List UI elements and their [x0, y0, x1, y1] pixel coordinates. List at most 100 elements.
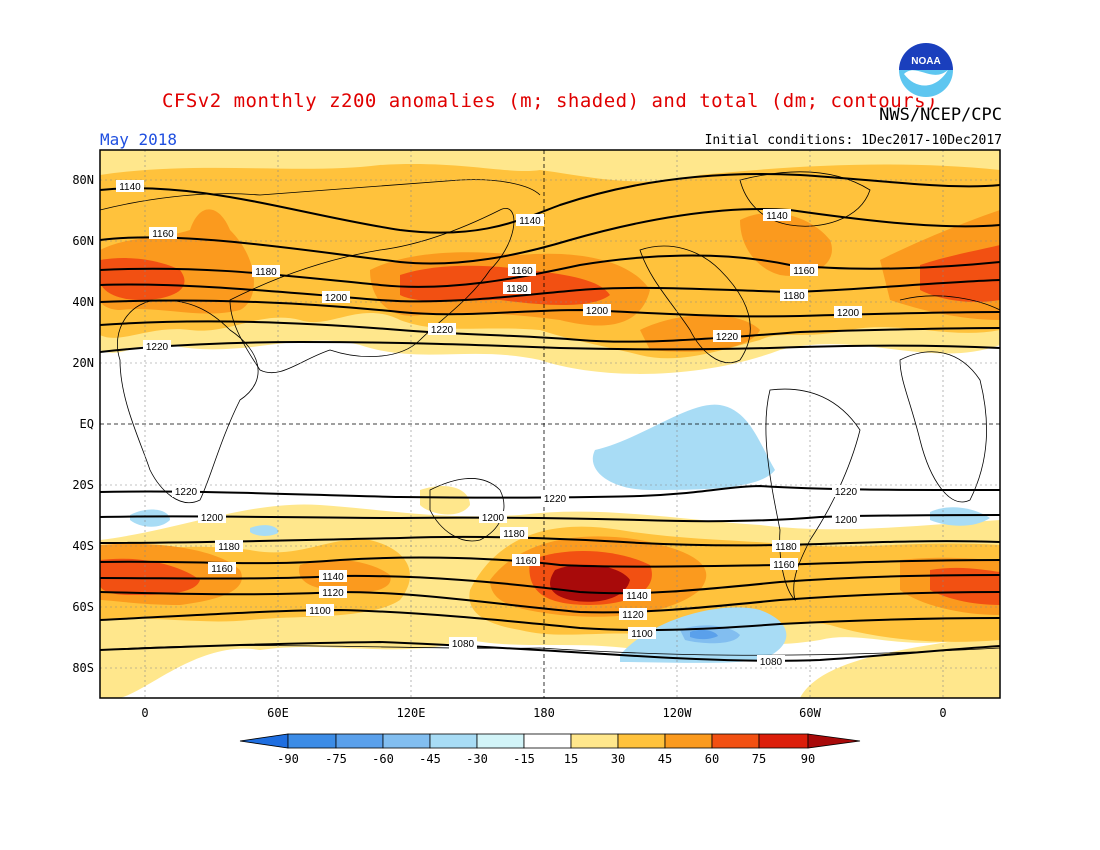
svg-text:1180: 1180 [775, 542, 797, 553]
colorbar-label: 45 [657, 752, 673, 766]
contour-label: 1160 [208, 562, 236, 575]
svg-text:1200: 1200 [482, 513, 505, 524]
contour-label: 1200 [832, 513, 860, 526]
svg-text:1220: 1220 [544, 494, 567, 505]
contour-label: 1160 [512, 554, 540, 567]
lat-label-20s: 20S [72, 478, 94, 492]
svg-text:1160: 1160 [773, 560, 795, 571]
valid-month: May 2018 [100, 130, 178, 149]
colorbar-label: -90 [277, 752, 299, 766]
colorbar-swatch [523, 733, 572, 749]
contour-label: 1220 [428, 323, 456, 336]
contour-label: 1120 [619, 608, 647, 621]
contour-label: 1180 [252, 265, 280, 278]
colorbar-swatch [476, 733, 525, 749]
svg-text:1160: 1160 [515, 556, 537, 567]
svg-text:1180: 1180 [783, 291, 805, 302]
contour-label: 1160 [790, 264, 818, 277]
logo-text: NOAA [911, 56, 940, 67]
svg-text:1220: 1220 [835, 487, 858, 498]
svg-text:1120: 1120 [622, 610, 644, 621]
svg-text:1160: 1160 [152, 229, 174, 240]
colorbar-label: 15 [563, 752, 579, 766]
contour-label: 1180 [215, 540, 243, 553]
lon-label-60w: 60W [799, 706, 821, 720]
svg-text:1140: 1140 [626, 591, 648, 602]
contour-label: 1100 [306, 604, 334, 617]
svg-text:1160: 1160 [211, 564, 233, 575]
lon-label-180: 180 [533, 706, 555, 720]
contour-label: 1140 [623, 589, 651, 602]
lat-label-80n: 80N [72, 173, 94, 187]
contour-label: 1180 [503, 282, 531, 295]
lat-label-80s: 80S [72, 661, 94, 675]
svg-text:1080: 1080 [452, 639, 475, 650]
svg-text:1140: 1140 [519, 216, 541, 227]
contour-label: 1140 [319, 570, 347, 583]
svg-text:1200: 1200 [835, 515, 858, 526]
svg-text:1200: 1200 [586, 306, 609, 317]
contour-label: 1140 [516, 214, 544, 227]
colorbar-label: -15 [513, 752, 535, 766]
colorbar-label: -60 [372, 752, 394, 766]
colorbar-swatch [382, 733, 431, 749]
colorbar-swatch [758, 733, 809, 749]
initial-conditions: Initial conditions: 1Dec2017-10Dec2017 [704, 133, 1002, 148]
colorbar-label: -75 [325, 752, 347, 766]
colorbar-swatch [335, 733, 384, 749]
svg-text:1180: 1180 [506, 284, 528, 295]
noaa-logo: NOAA [897, 41, 955, 99]
contour-label: 1160 [149, 227, 177, 240]
lon-label-120e: 120E [396, 706, 426, 720]
svg-text:1080: 1080 [760, 657, 783, 668]
svg-text:1200: 1200 [201, 513, 224, 524]
contour-label: 1120 [319, 586, 347, 599]
contour-label: 1220 [143, 340, 171, 353]
lat-label-60s: 60S [72, 600, 94, 614]
colorbar-label: 90 [800, 752, 816, 766]
svg-text:1120: 1120 [322, 588, 344, 599]
svg-text:1200: 1200 [325, 293, 348, 304]
contour-label: 1180 [500, 527, 528, 540]
contour-label: 1200 [479, 511, 507, 524]
contour-label: 1100 [628, 627, 656, 640]
colorbar-label: -30 [466, 752, 488, 766]
svg-text:1180: 1180 [255, 267, 277, 278]
colorbar-swatch [617, 733, 666, 749]
svg-text:1220: 1220 [146, 342, 169, 353]
contour-label: 1220 [713, 330, 741, 343]
svg-text:1140: 1140 [322, 572, 344, 583]
contour-label: 1140 [763, 209, 791, 222]
lat-label-40n: 40N [72, 295, 94, 309]
chart-title: CFSv2 monthly z200 anomalies (m; shaded)… [161, 90, 939, 112]
svg-text:1220: 1220 [716, 332, 739, 343]
svg-text:1100: 1100 [631, 629, 653, 640]
agency-label: NWS/NCEP/CPC [879, 105, 1002, 125]
contour-label: 1200 [583, 304, 611, 317]
contour-label: 1220 [541, 492, 569, 505]
colorbar-swatch [664, 733, 713, 749]
svg-text:1220: 1220 [431, 325, 454, 336]
contour-label: 1220 [832, 485, 860, 498]
contour-label: 1080 [449, 637, 477, 650]
colorbar-swatch [711, 733, 760, 749]
colorbar-swatch [429, 733, 478, 749]
contour-label: 1160 [508, 264, 536, 277]
colorbar-label: -45 [419, 752, 441, 766]
contour-label: 1160 [770, 558, 798, 571]
svg-text:1140: 1140 [766, 211, 788, 222]
contour-label: 1200 [834, 306, 862, 319]
lat-label-60n: 60N [72, 234, 94, 248]
lon-label-60e: 60E [267, 706, 289, 720]
colorbar-label: 30 [610, 752, 626, 766]
colorbar-swatch [807, 733, 861, 749]
lon-label-0: 0 [141, 706, 149, 720]
svg-text:1200: 1200 [837, 308, 860, 319]
svg-text:1160: 1160 [511, 266, 533, 277]
contour-label: 1080 [757, 655, 785, 668]
contour-label: 1180 [780, 289, 808, 302]
colorbar-label: 75 [751, 752, 767, 766]
colorbar-swatch [287, 733, 337, 749]
lat-label-40s: 40S [72, 539, 94, 553]
lon-label-0-east: 0 [939, 706, 947, 720]
